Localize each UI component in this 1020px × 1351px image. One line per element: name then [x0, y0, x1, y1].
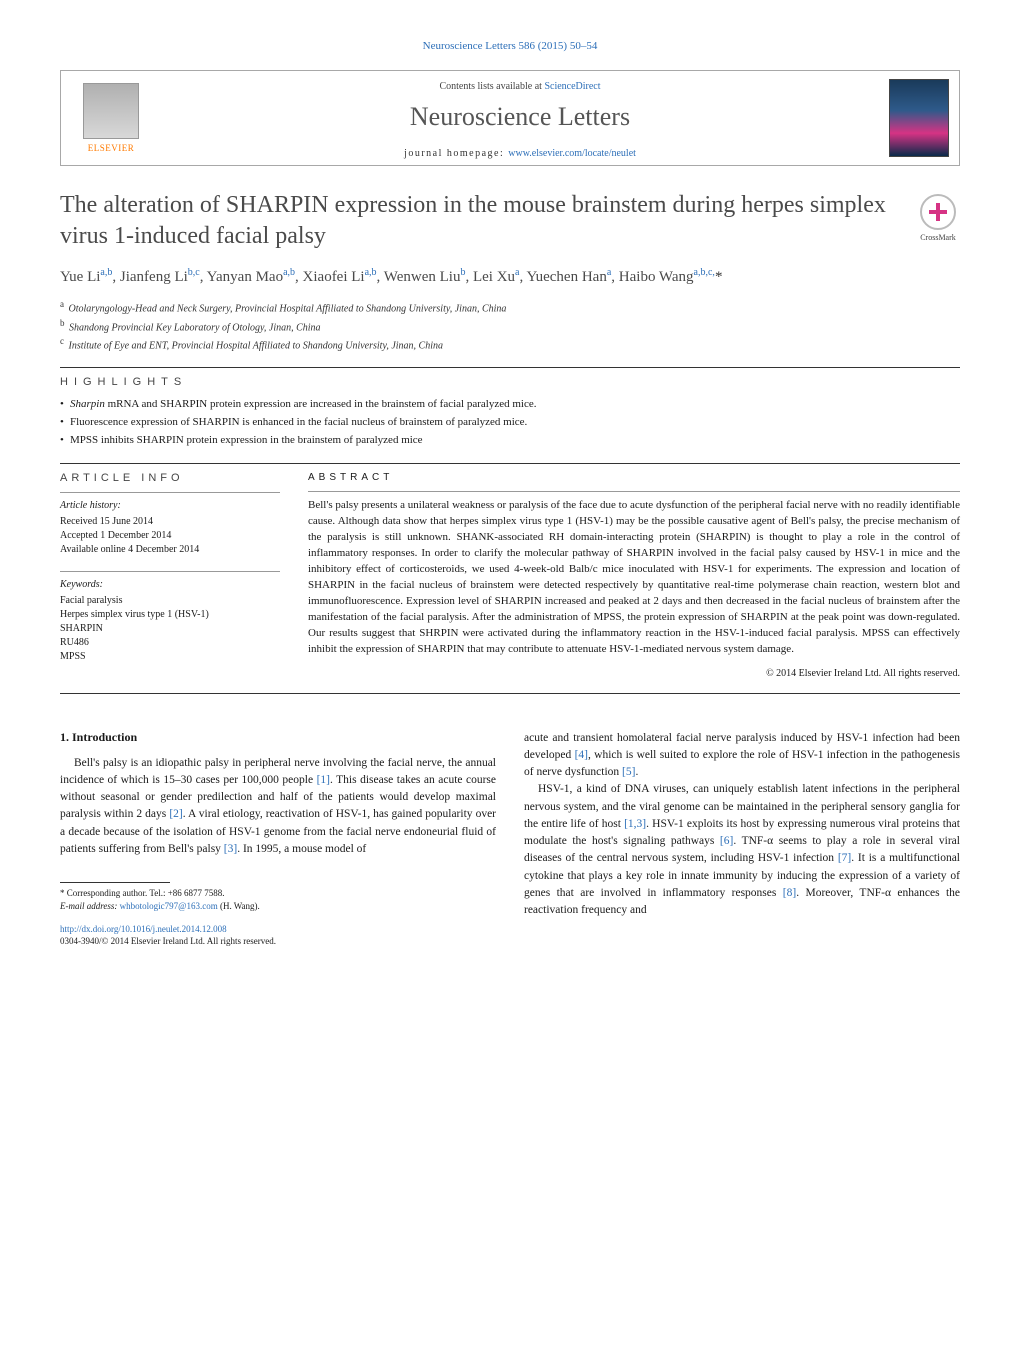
ref-link[interactable]: [7]	[838, 852, 851, 864]
keyword: Facial paralysis	[60, 594, 280, 608]
body-column-right: acute and transient homolateral facial n…	[524, 730, 960, 947]
journal-header: ELSEVIER Contents lists available at Sci…	[60, 70, 960, 166]
ref-link[interactable]: [1,3]	[624, 818, 646, 830]
publisher-logo-block: ELSEVIER	[61, 71, 161, 165]
highlight-item: MPSS inhibits SHARPIN protein expression…	[60, 432, 960, 450]
affiliation-c: c Institute of Eye and ENT, Provincial H…	[60, 335, 960, 353]
ref-link[interactable]: [1]	[317, 774, 330, 786]
ref-link[interactable]: [4]	[575, 749, 588, 761]
abstract-heading: ABSTRACT	[308, 472, 960, 483]
doi-link[interactable]: http://dx.doi.org/10.1016/j.neulet.2014.…	[60, 924, 496, 934]
abstract-text: Bell's palsy presents a unilateral weakn…	[308, 498, 960, 657]
highlights-section: HIGHLIGHTS Sharpin Sharpin mRNA and SHAR…	[60, 376, 960, 449]
history-label: Article history:	[60, 499, 280, 513]
homepage-prefix: journal homepage:	[404, 148, 508, 159]
highlight-item: Fluorescence expression of SHARPIN is en…	[60, 414, 960, 432]
article-info-heading: ARTICLE INFO	[60, 472, 280, 484]
corresponding-footnote: * Corresponding author. Tel.: +86 6877 7…	[60, 887, 496, 900]
affiliation-a: a Otolaryngology-Head and Neck Surgery, …	[60, 298, 960, 316]
keywords-block: Keywords: Facial paralysis Herpes simple…	[60, 578, 280, 664]
publisher-name: ELSEVIER	[88, 143, 135, 153]
journal-name: Neuroscience Letters	[161, 102, 879, 132]
highlight-item: Sharpin Sharpin mRNA and SHARPIN protein…	[60, 396, 960, 414]
intro-heading: 1. Introduction	[60, 730, 496, 745]
abstract-copyright: © 2014 Elsevier Ireland Ltd. All rights …	[308, 668, 960, 679]
article-title: The alteration of SHARPIN expression in …	[60, 190, 900, 252]
affiliation-b: b Shandong Provincial Key Laboratory of …	[60, 317, 960, 335]
ref-link[interactable]: [2]	[169, 808, 182, 820]
email-link[interactable]: whbotologic797@163.com	[120, 901, 218, 911]
history-online: Available online 4 December 2014	[60, 543, 280, 557]
article-history: Article history: Received 15 June 2014 A…	[60, 499, 280, 557]
intro-para-3: HSV-1, a kind of DNA viruses, can unique…	[524, 781, 960, 919]
ref-link[interactable]: [3]	[224, 843, 237, 855]
keyword: RU486	[60, 636, 280, 650]
keyword: MPSS	[60, 650, 280, 664]
author-list: Yue Lia,b, Jianfeng Lib,c, Yanyan Maoa,b…	[60, 266, 960, 288]
homepage-line: journal homepage: www.elsevier.com/locat…	[161, 148, 879, 159]
homepage-url[interactable]: www.elsevier.com/locate/neulet	[508, 148, 636, 159]
contents-prefix: Contents lists available at	[439, 81, 544, 92]
keyword: Herpes simplex virus type 1 (HSV-1)	[60, 608, 280, 622]
issn-line: 0304-3940/© 2014 Elsevier Ireland Ltd. A…	[60, 936, 496, 946]
history-received: Received 15 June 2014	[60, 515, 280, 529]
crossmark-badge[interactable]: CrossMark	[916, 194, 960, 242]
ref-link[interactable]: [6]	[720, 835, 733, 847]
crossmark-icon	[920, 194, 956, 230]
ref-link[interactable]: [5]	[622, 766, 635, 778]
keyword: SHARPIN	[60, 622, 280, 636]
body-column-left: 1. Introduction Bell's palsy is an idiop…	[60, 730, 496, 947]
abstract-column: ABSTRACT Bell's palsy presents a unilate…	[308, 472, 960, 678]
highlights-heading: HIGHLIGHTS	[60, 376, 960, 388]
contents-line: Contents lists available at ScienceDirec…	[161, 81, 879, 92]
article-info-column: ARTICLE INFO Article history: Received 1…	[60, 472, 280, 678]
journal-cover-icon	[889, 79, 949, 157]
ref-link[interactable]: [8]	[783, 887, 796, 899]
header-center: Contents lists available at ScienceDirec…	[161, 71, 879, 165]
keywords-label: Keywords:	[60, 578, 280, 592]
intro-para-1: Bell's palsy is an idiopathic palsy in p…	[60, 755, 496, 859]
cover-thumbnail-block	[879, 71, 959, 165]
journal-reference: Neuroscience Letters 586 (2015) 50–54	[60, 40, 960, 52]
history-accepted: Accepted 1 December 2014	[60, 529, 280, 543]
crossmark-label: CrossMark	[916, 233, 960, 242]
elsevier-tree-icon	[83, 83, 139, 139]
affiliations: a Otolaryngology-Head and Neck Surgery, …	[60, 298, 960, 353]
sciencedirect-link[interactable]: ScienceDirect	[544, 81, 600, 92]
intro-para-2: acute and transient homolateral facial n…	[524, 730, 960, 782]
email-footnote: E-mail address: whbotologic797@163.com (…	[60, 900, 496, 913]
